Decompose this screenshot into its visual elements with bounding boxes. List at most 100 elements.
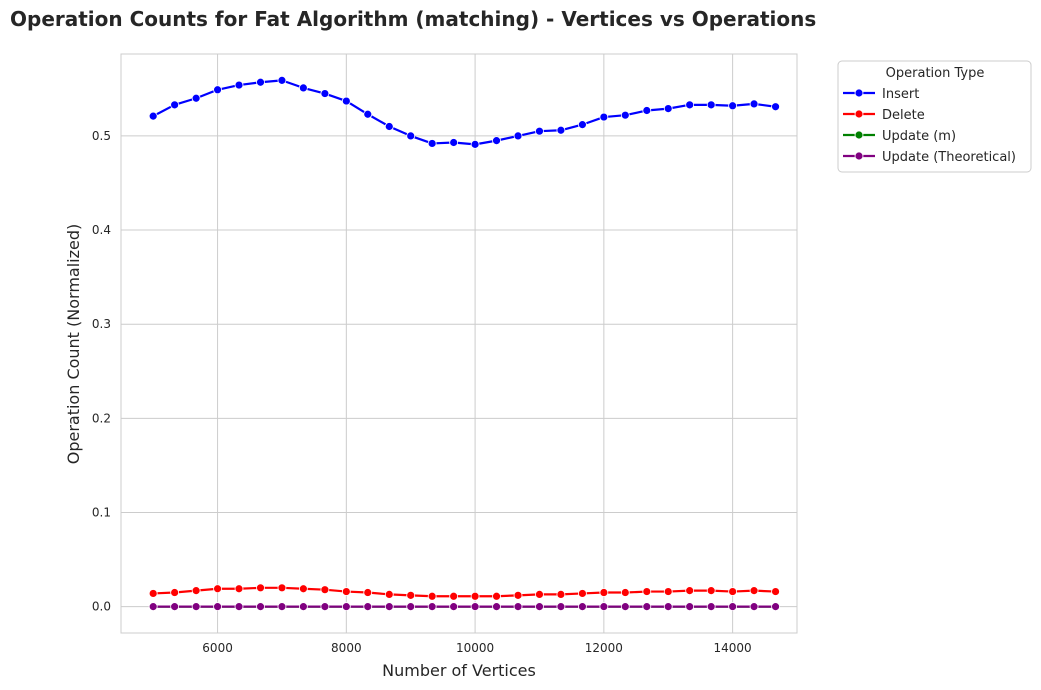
series-insert [148,75,780,149]
y-tick-label: 0.4 [92,223,111,237]
data-point-update-theoretical [298,602,308,612]
data-point-insert [513,131,523,141]
plot-frame [120,53,798,634]
data-point-insert [749,99,759,109]
legend-swatch-marker [854,151,864,161]
data-point-update-theoretical [599,602,609,612]
data-point-insert [728,101,738,111]
data-point-insert [148,111,158,121]
data-point-insert [170,100,180,110]
x-tick-label: 12000 [585,641,623,655]
legend-label: Delete [882,108,925,123]
x-tick-label: 14000 [714,641,752,655]
data-point-delete [620,588,630,597]
data-point-insert [427,139,437,148]
data-point-update-theoretical [213,602,222,612]
data-point-delete [771,587,780,596]
data-point-update-theoretical [277,602,287,612]
data-point-delete [256,583,265,593]
legend-item-insert: Insert [843,87,919,102]
series-layer [148,75,780,612]
legend-label: Update (m) [882,129,956,144]
data-point-insert [685,100,695,110]
data-point-delete [384,590,394,599]
data-point-delete [213,584,222,594]
data-point-insert [213,85,222,95]
data-point-delete [148,589,158,598]
data-point-insert [384,122,394,131]
data-point-delete [406,590,416,600]
data-point-insert [492,136,501,146]
legend-item-update-m: Update (m) [843,129,956,144]
data-point-update-theoretical [620,602,630,612]
data-point-update-theoretical [642,602,652,612]
data-point-insert [535,126,544,136]
data-point-update-theoretical [148,602,158,612]
y-tick-label: 0.3 [92,317,111,331]
data-point-delete [578,589,587,598]
data-point-update-theoretical [556,602,566,612]
data-point-insert [341,96,351,106]
data-point-delete [449,591,459,601]
legend-label: Update (Theoretical) [882,150,1016,165]
data-point-update-theoretical [427,602,437,612]
data-point-delete [513,590,523,600]
data-point-insert [234,80,244,90]
data-point-update-theoretical [578,602,587,612]
data-point-insert [470,139,480,149]
data-point-update-theoretical [170,602,180,612]
data-point-insert [663,104,673,114]
legend-frame [837,60,1032,173]
data-point-insert [298,83,308,93]
data-point-update-theoretical [706,602,716,612]
y-tick-label: 0.1 [92,505,111,519]
data-point-delete [191,586,201,596]
data-point-update-theoretical [771,602,780,612]
legend-swatch-marker [854,130,864,140]
legend-item-delete: Delete [843,108,925,123]
legend-swatch-marker [854,88,864,98]
data-point-insert [599,112,609,122]
data-point-delete [728,587,738,596]
x-tick-label: 8000 [331,641,362,655]
series-update-theoretical [148,602,780,612]
data-point-update-theoretical [341,602,351,612]
data-point-delete [170,588,180,597]
y-tick-label: 0.0 [92,600,111,614]
data-point-update-theoretical [749,602,759,612]
x-axis-label: Number of Vertices [382,661,536,680]
data-point-update-theoretical [256,602,265,612]
data-point-update-theoretical [384,602,394,612]
chart-title: Operation Counts for Fat Algorithm (matc… [10,7,816,31]
data-point-delete [556,590,566,599]
data-point-delete [663,587,673,596]
y-tick-label: 0.5 [92,129,111,143]
data-point-update-theoretical [470,602,480,612]
data-point-insert [578,120,587,130]
data-point-update-theoretical [406,602,416,612]
data-point-insert [191,93,201,103]
plot-area [120,53,798,634]
data-point-delete [706,586,716,596]
data-point-delete [470,591,480,601]
data-point-update-theoretical [234,602,244,612]
legend-item-update-theoretical: Update (Theoretical) [843,150,1016,165]
data-point-delete [234,584,244,594]
data-point-insert [449,138,459,147]
tick-labels: 6000 8000 10000 12000 14000 0.0 0.1 0.2 0.3 0.4 0.… [92,129,752,655]
data-point-delete [427,591,437,601]
data-point-delete [749,586,759,596]
data-point-insert [277,75,287,85]
legend-title: Operation Type [886,66,985,81]
y-axis-label: Operation Count (Normalized) [64,224,83,465]
data-point-delete [341,587,351,596]
data-point-insert [642,106,652,115]
data-point-delete [535,590,544,599]
legend-swatch-marker [854,109,864,119]
x-tick-label: 10000 [456,641,494,655]
data-point-insert [320,89,330,98]
data-point-delete [599,588,609,597]
x-tick-label: 6000 [202,641,233,655]
